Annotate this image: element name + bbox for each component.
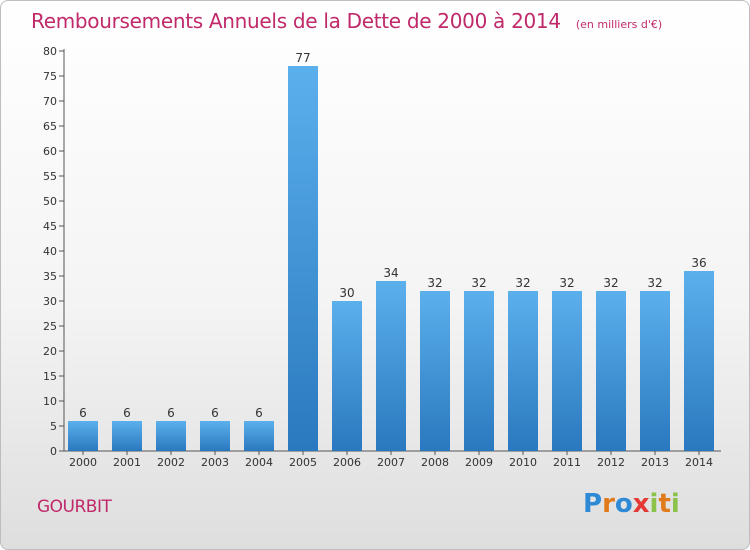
y-tick-label: 65 [43, 120, 57, 133]
bar-2006 [332, 301, 362, 451]
bar-2007 [376, 281, 406, 451]
chart-subtitle: (en milliers d'€) [575, 18, 663, 31]
data-label-2009: 32 [471, 276, 486, 290]
x-tick-label: 2006 [333, 456, 361, 469]
y-tick-label: 55 [43, 170, 57, 183]
data-label-2000: 6 [79, 406, 87, 420]
logo-letter: P [583, 489, 603, 519]
logo-letter: i [649, 489, 659, 519]
x-tick-label: 2003 [201, 456, 229, 469]
bar-2003 [200, 421, 230, 451]
bar-2004 [244, 421, 274, 451]
proxiti-logo[interactable]: Proxiti [583, 489, 680, 519]
y-tick-label: 60 [43, 145, 57, 158]
data-label-2004: 6 [255, 406, 263, 420]
x-tick-label: 2005 [289, 456, 317, 469]
data-label-2002: 6 [167, 406, 175, 420]
bar-2000 [68, 421, 98, 451]
commune-name: GOURBIT [37, 497, 112, 517]
x-tick-label: 2013 [641, 456, 669, 469]
y-tick-label: 50 [43, 195, 57, 208]
y-tick-label: 5 [50, 420, 57, 433]
y-tick-label: 15 [43, 370, 57, 383]
bar-2009 [464, 291, 494, 451]
data-label-2003: 6 [211, 406, 219, 420]
bars [68, 66, 714, 451]
y-tick-label: 0 [50, 445, 57, 458]
y-tick-label: 70 [43, 95, 57, 108]
x-tick-label: 2000 [69, 456, 97, 469]
bar-2005 [288, 66, 318, 451]
data-label-2007: 34 [383, 266, 398, 280]
y-tick-label: 40 [43, 245, 57, 258]
x-tick-label: 2001 [113, 456, 141, 469]
bar-2011 [552, 291, 582, 451]
x-tick-label: 2011 [553, 456, 581, 469]
x-tick-label: 2004 [245, 456, 273, 469]
data-label-2001: 6 [123, 406, 131, 420]
bar-2014 [684, 271, 714, 451]
x-tick-label: 2002 [157, 456, 185, 469]
axes: 0 5 10 15 20 25 30 35 40 45 50 55 60 65 70 75 80 2000 2001… [43, 45, 721, 469]
data-label-2010: 32 [515, 276, 530, 290]
x-tick-label: 2007 [377, 456, 405, 469]
data-label-2012: 32 [603, 276, 618, 290]
chart-title: Remboursements Annuels de la Dette de 20… [31, 9, 561, 33]
y-tick-label: 10 [43, 395, 57, 408]
data-label-2006: 30 [339, 286, 354, 300]
bar-2008 [420, 291, 450, 451]
logo-letter: o [614, 489, 633, 519]
data-label-2013: 32 [647, 276, 662, 290]
y-tick-label: 25 [43, 320, 57, 333]
bar-2002 [156, 421, 186, 451]
logo-letter: t [658, 489, 671, 519]
logo-letter: r [602, 489, 615, 519]
x-tick-label: 2012 [597, 456, 625, 469]
data-label-2011: 32 [559, 276, 574, 290]
y-tick-label: 20 [43, 345, 57, 358]
logo-letter: i [670, 489, 680, 519]
bar-2010 [508, 291, 538, 451]
x-tick-label: 2014 [685, 456, 713, 469]
bar-2012 [596, 291, 626, 451]
chart-title-block: Remboursements Annuels de la Dette de 20… [31, 9, 662, 33]
x-tick-label: 2009 [465, 456, 493, 469]
data-label-2008: 32 [427, 276, 442, 290]
data-labels: 6 6 6 6 6 77 30 34 32 32 32 32 32 32 36 [79, 51, 706, 420]
y-tick-label: 80 [43, 45, 57, 58]
data-label-2014: 36 [691, 256, 706, 270]
y-tick-label: 30 [43, 295, 57, 308]
logo-letter: x [632, 489, 650, 519]
y-tick-label: 35 [43, 270, 57, 283]
bar-2001 [112, 421, 142, 451]
y-tick-label: 75 [43, 70, 57, 83]
y-tick-label: 45 [43, 220, 57, 233]
bar-2013 [640, 291, 670, 451]
x-tick-label: 2010 [509, 456, 537, 469]
x-tick-label: 2008 [421, 456, 449, 469]
data-label-2005: 77 [295, 51, 310, 65]
